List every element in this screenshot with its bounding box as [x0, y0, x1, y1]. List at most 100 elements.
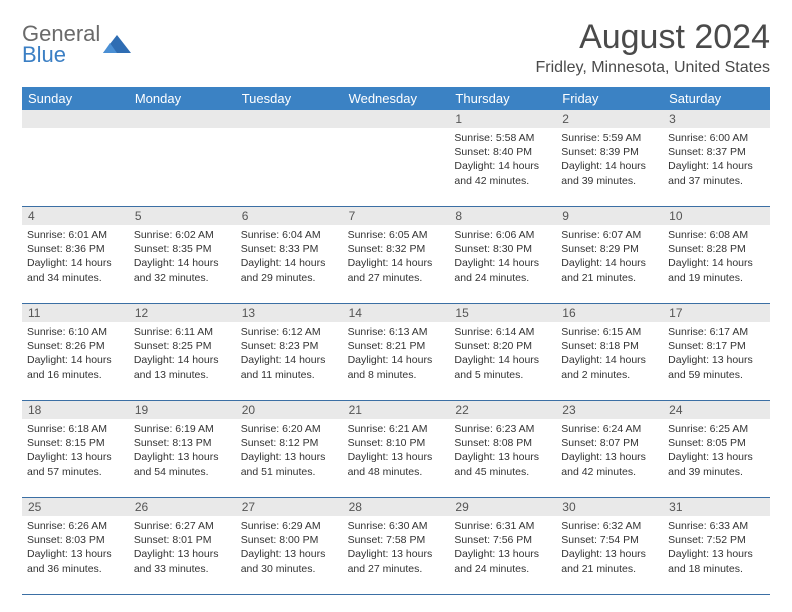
daylight-line-1: Daylight: 13 hours	[348, 450, 445, 464]
daylight-line-1: Daylight: 13 hours	[668, 353, 765, 367]
day-cell	[129, 128, 236, 206]
day-cell: Sunrise: 6:06 AMSunset: 8:30 PMDaylight:…	[449, 225, 556, 303]
sunset-line: Sunset: 8:12 PM	[241, 436, 338, 450]
sunrise-line: Sunrise: 6:12 AM	[241, 325, 338, 339]
daylight-line-2: and 37 minutes.	[668, 174, 765, 188]
weekday-header: Saturday	[663, 87, 770, 110]
daylight-line-2: and 21 minutes.	[561, 562, 658, 576]
day-number: 31	[663, 498, 770, 516]
week-row: Sunrise: 6:10 AMSunset: 8:26 PMDaylight:…	[22, 322, 770, 401]
sunset-line: Sunset: 7:56 PM	[454, 533, 551, 547]
day-number-row: 18192021222324	[22, 401, 770, 419]
week-row: Sunrise: 5:58 AMSunset: 8:40 PM Daylight:…	[22, 128, 770, 207]
weekday-header-row: SundayMondayTuesdayWednesdayThursdayFrid…	[22, 87, 770, 110]
sunrise-line: Sunrise: 5:58 AM	[454, 131, 551, 145]
title-block: August 2024 Fridley, Minnesota, United S…	[536, 18, 770, 77]
daylight-line-1: Daylight: 14 hours	[134, 353, 231, 367]
day-number: 30	[556, 498, 663, 516]
sunset-line: Sunset: 8:21 PM	[348, 339, 445, 353]
daylight-line-1: Daylight: 14 hours	[27, 256, 124, 270]
day-number: 21	[343, 401, 450, 419]
sunrise-line: Sunrise: 6:32 AM	[561, 519, 658, 533]
sunset-line: Sunset: 8:08 PM	[454, 436, 551, 450]
daylight-line-2: and 24 minutes.	[454, 271, 551, 285]
day-cell: Sunrise: 6:05 AMSunset: 8:32 PMDaylight:…	[343, 225, 450, 303]
day-cell: Sunrise: 6:08 AMSunset: 8:28 PMDaylight:…	[663, 225, 770, 303]
week-row: Sunrise: 6:26 AMSunset: 8:03 PMDaylight:…	[22, 516, 770, 595]
sunset-line: Sunset: 8:13 PM	[134, 436, 231, 450]
sunrise-line: Sunrise: 6:23 AM	[454, 422, 551, 436]
day-number: 18	[22, 401, 129, 419]
day-number	[129, 110, 236, 128]
location: Fridley, Minnesota, United States	[536, 59, 770, 77]
sunrise-line: Sunrise: 6:27 AM	[134, 519, 231, 533]
sunset-line: Sunset: 7:54 PM	[561, 533, 658, 547]
sunset-line: Sunset: 8:40 PM	[454, 145, 551, 159]
daylight-line-1: Daylight: 13 hours	[561, 547, 658, 561]
day-number: 17	[663, 304, 770, 322]
daylight-line-2: and 33 minutes.	[134, 562, 231, 576]
day-number: 26	[129, 498, 236, 516]
logo-triangle-icon	[103, 33, 131, 57]
daylight-line-2: and 39 minutes.	[561, 174, 658, 188]
day-number: 19	[129, 401, 236, 419]
sunrise-line: Sunrise: 6:06 AM	[454, 228, 551, 242]
day-cell: Sunrise: 5:59 AMSunset: 8:39 PMDaylight:…	[556, 128, 663, 206]
day-number-row: 45678910	[22, 207, 770, 225]
daylight-line-1: Daylight: 14 hours	[668, 159, 765, 173]
daylight-line-1: Daylight: 13 hours	[134, 450, 231, 464]
day-number: 9	[556, 207, 663, 225]
daylight-line-2: and 42 minutes.	[561, 465, 658, 479]
daylight-line-1: Daylight: 14 hours	[134, 256, 231, 270]
day-number: 8	[449, 207, 556, 225]
sunset-line: Sunset: 8:20 PM	[454, 339, 551, 353]
weekday-header: Tuesday	[236, 87, 343, 110]
weekday-header: Monday	[129, 87, 236, 110]
day-cell: Sunrise: 6:00 AMSunset: 8:37 PMDaylight:…	[663, 128, 770, 206]
day-number: 15	[449, 304, 556, 322]
daylight-line-2: and 45 minutes.	[454, 465, 551, 479]
day-number: 23	[556, 401, 663, 419]
daylight-line-1: Daylight: 14 hours	[241, 256, 338, 270]
sunset-line: Sunset: 8:26 PM	[27, 339, 124, 353]
daylight-line-1: Daylight: 14 hours	[348, 353, 445, 367]
daylight-line-1: Daylight: 13 hours	[241, 547, 338, 561]
sunset-line: Sunset: 8:03 PM	[27, 533, 124, 547]
daylight-line-2: and 27 minutes.	[348, 562, 445, 576]
sunrise-line: Sunrise: 6:02 AM	[134, 228, 231, 242]
sunset-line: Sunset: 8:23 PM	[241, 339, 338, 353]
day-cell: Sunrise: 6:04 AMSunset: 8:33 PMDaylight:…	[236, 225, 343, 303]
daylight-line-2: and 42 minutes.	[454, 174, 551, 188]
daylight-line-2: and 18 minutes.	[668, 562, 765, 576]
sunset-line: Sunset: 8:18 PM	[561, 339, 658, 353]
day-number: 27	[236, 498, 343, 516]
sunset-line: Sunset: 8:25 PM	[134, 339, 231, 353]
sunrise-line: Sunrise: 6:18 AM	[27, 422, 124, 436]
logo: General Blue	[22, 24, 131, 66]
day-cell: Sunrise: 6:26 AMSunset: 8:03 PMDaylight:…	[22, 516, 129, 594]
day-cell: Sunrise: 6:02 AMSunset: 8:35 PMDaylight:…	[129, 225, 236, 303]
daylight-line-2: and 48 minutes.	[348, 465, 445, 479]
day-cell: Sunrise: 6:24 AMSunset: 8:07 PMDaylight:…	[556, 419, 663, 497]
sunrise-line: Sunrise: 6:14 AM	[454, 325, 551, 339]
daylight-line-1: Daylight: 13 hours	[668, 450, 765, 464]
daylight-line-1: Daylight: 14 hours	[27, 353, 124, 367]
day-cell: Sunrise: 6:31 AMSunset: 7:56 PMDaylight:…	[449, 516, 556, 594]
day-cell: Sunrise: 6:30 AMSunset: 7:58 PMDaylight:…	[343, 516, 450, 594]
sunset-line: Sunset: 7:52 PM	[668, 533, 765, 547]
daylight-line-1: Daylight: 14 hours	[561, 159, 658, 173]
weeks-container: 123Sunrise: 5:58 AMSunset: 8:40 PMDaylig…	[22, 110, 770, 595]
day-number	[343, 110, 450, 128]
day-cell: Sunrise: 6:33 AMSunset: 7:52 PMDaylight:…	[663, 516, 770, 594]
day-cell: Sunrise: 6:12 AMSunset: 8:23 PMDaylight:…	[236, 322, 343, 400]
day-number: 6	[236, 207, 343, 225]
daylight-line-2: and 39 minutes.	[668, 465, 765, 479]
sunrise-line: Sunrise: 6:15 AM	[561, 325, 658, 339]
day-cell: Sunrise: 6:11 AMSunset: 8:25 PMDaylight:…	[129, 322, 236, 400]
sunrise-line: Sunrise: 6:11 AM	[134, 325, 231, 339]
daylight-line-1: Daylight: 13 hours	[348, 547, 445, 561]
day-cell: Sunrise: 6:14 AMSunset: 8:20 PMDaylight:…	[449, 322, 556, 400]
daylight-line-2: and 5 minutes.	[454, 368, 551, 382]
sunrise-line: Sunrise: 6:19 AM	[134, 422, 231, 436]
day-cell: Sunrise: 6:13 AMSunset: 8:21 PMDaylight:…	[343, 322, 450, 400]
